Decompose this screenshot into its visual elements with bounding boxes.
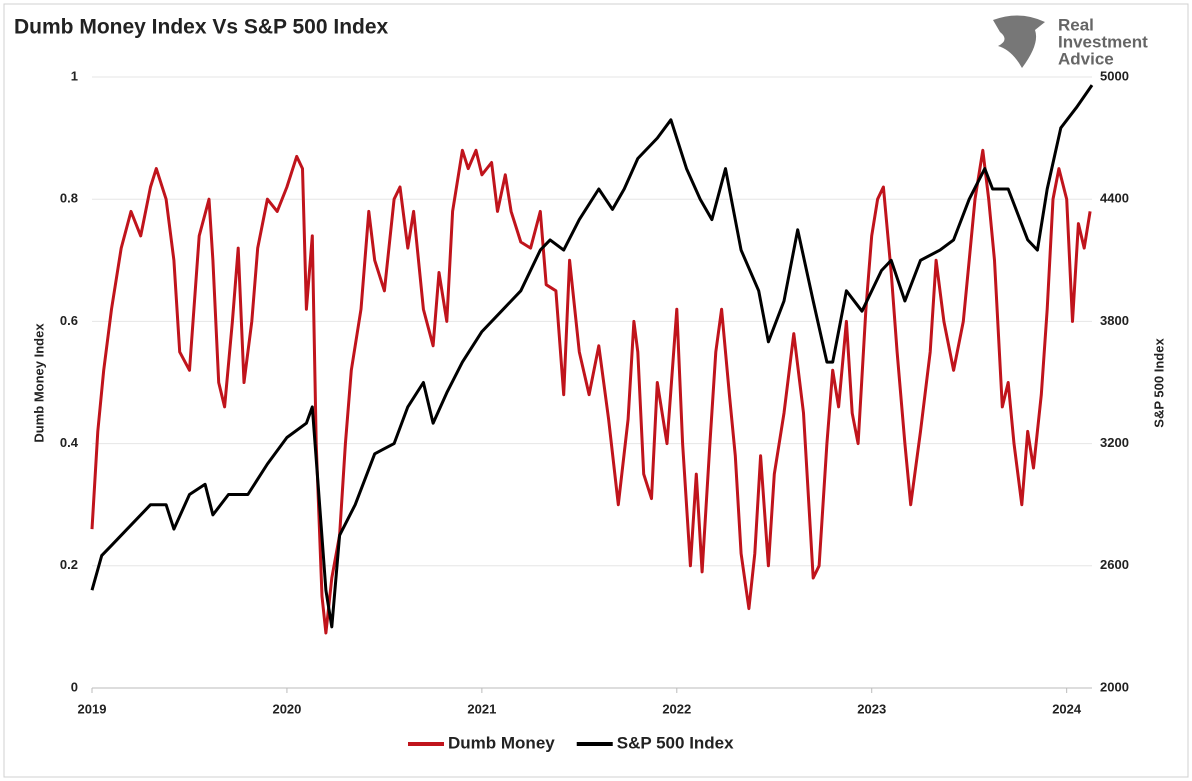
chart-title: Dumb Money Index Vs S&P 500 Index: [14, 16, 389, 39]
y2-tick-label: 2000: [1100, 679, 1129, 694]
y-tick-label: 0.2: [60, 557, 78, 572]
y2-tick-label: 2600: [1100, 557, 1129, 572]
x-tick-label: 2023: [857, 701, 886, 716]
y-tick-label: 0.6: [60, 313, 78, 328]
y-tick-label: 1: [71, 68, 78, 83]
chart-frame: [3, 3, 1189, 778]
y-tick-label: 0.8: [60, 191, 78, 206]
x-tick-label: 2020: [272, 701, 301, 716]
y2-axis-title: S&P 500 Index: [1151, 338, 1166, 428]
y-tick-label: 0.4: [60, 435, 79, 450]
y-tick-label: 0: [71, 679, 78, 694]
y2-tick-label: 3200: [1100, 435, 1129, 450]
x-tick-label: 2024: [1052, 701, 1082, 716]
logo-icon: [993, 15, 1045, 69]
logo: Real Investment Advice: [993, 15, 1148, 68]
y2-tick-label: 4400: [1100, 191, 1129, 206]
x-tick-label: 2019: [78, 701, 107, 716]
series-line: [90, 148, 1092, 635]
legend-label: Dumb Money: [448, 733, 555, 752]
x-tick-label: 2022: [662, 701, 691, 716]
y2-tick-label: 5000: [1100, 68, 1129, 83]
y-axis-title: Dumb Money Index: [31, 323, 46, 443]
y2-tick-label: 3800: [1100, 313, 1129, 328]
logo-text: Investment: [1058, 32, 1148, 51]
series-line: [90, 84, 1094, 629]
logo-text: Advice: [1058, 49, 1114, 68]
x-tick-label: 2021: [467, 701, 496, 716]
logo-text: Real: [1058, 15, 1094, 34]
legend-label: S&P 500 Index: [617, 733, 734, 752]
